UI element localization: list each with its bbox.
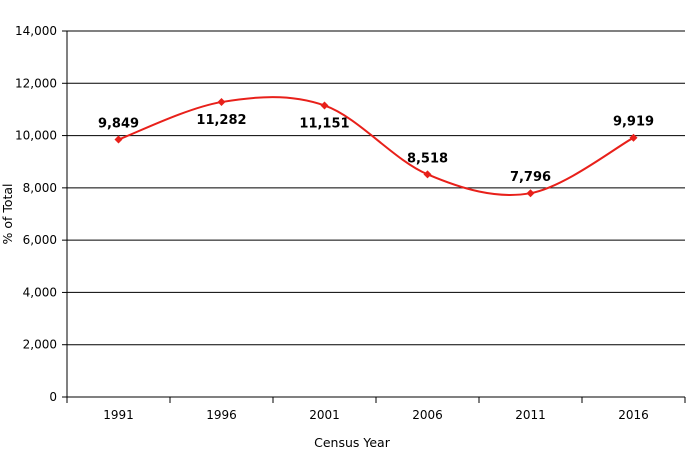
data-label: 8,518 <box>407 151 448 166</box>
data-point-marker <box>629 133 638 142</box>
x-tick-label: 2001 <box>309 408 340 422</box>
data-labels: 9,849 11,282 11,151 8,518 7,796 9,919 <box>98 113 654 185</box>
data-point-marker <box>320 101 329 110</box>
x-tick-label: 2011 <box>515 408 546 422</box>
y-axis-ticks: 0 2,000 4,000 6,000 8,000 10,000 12,000 14,000 <box>15 24 67 404</box>
y-tick-label: 12,000 <box>15 76 57 90</box>
y-tick-label: 10,000 <box>15 129 57 143</box>
y-tick-label: 4,000 <box>23 285 57 299</box>
x-axis-title: Census Year <box>314 435 391 450</box>
x-tick-label: 1991 <box>103 408 134 422</box>
gridlines <box>67 30 685 346</box>
data-label: 11,282 <box>196 113 246 128</box>
data-point-marker <box>526 189 535 198</box>
y-tick-label: 8,000 <box>23 181 57 195</box>
axes <box>66 31 685 398</box>
y-tick-label: 2,000 <box>23 338 57 352</box>
data-point-marker <box>114 135 123 144</box>
x-tick-label: 2006 <box>412 408 443 422</box>
data-label: 9,919 <box>613 115 654 130</box>
data-point-marker <box>423 170 432 179</box>
data-label: 9,849 <box>98 117 139 132</box>
y-axis-title: % of Total <box>0 183 15 244</box>
x-tick-label: 2016 <box>618 408 649 422</box>
x-tick-label: 1996 <box>206 408 237 422</box>
y-tick-label: 14,000 <box>15 24 57 38</box>
x-axis-ticks: 1991 1996 2001 2006 2011 2016 <box>66 397 686 422</box>
y-tick-label: 6,000 <box>23 233 57 247</box>
series-group <box>114 96 638 198</box>
y-tick-label: 0 <box>49 390 57 404</box>
data-label: 7,796 <box>510 170 551 185</box>
series-line <box>118 96 634 196</box>
data-point-marker <box>217 98 226 107</box>
data-label: 11,151 <box>299 116 349 131</box>
